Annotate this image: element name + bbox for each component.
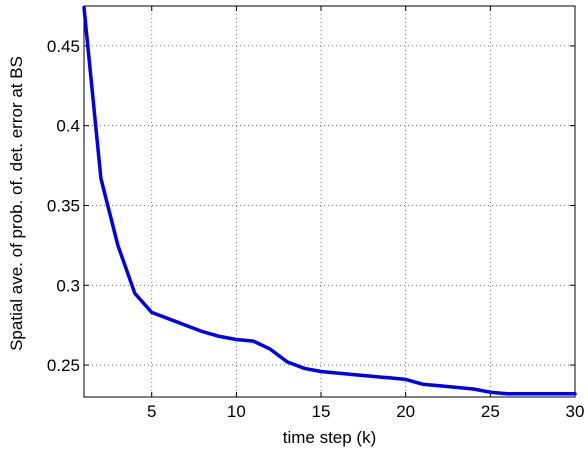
- y-tick-label: 0.3: [56, 276, 80, 295]
- y-tick-label: 0.35: [47, 196, 80, 215]
- x-axis-label: time step (k): [283, 428, 377, 447]
- grid-lines: [84, 6, 575, 397]
- x-tick-label: 15: [312, 402, 331, 421]
- x-tick-label: 30: [566, 402, 585, 421]
- x-tick-label: 10: [227, 402, 246, 421]
- series-line: [82, 5, 577, 396]
- y-tick-label: 0.4: [56, 117, 80, 136]
- x-tick-label: 25: [481, 402, 500, 421]
- x-tick-label: 5: [147, 402, 156, 421]
- x-tick-label: 20: [396, 402, 415, 421]
- plot-frame: [83, 5, 576, 398]
- y-tick-label: 0.25: [47, 356, 80, 375]
- y-tick-labels: 0.25 0.3 0.35 0.4 0.45: [47, 37, 80, 375]
- x-tick-labels: 5 10 15 20 25 30: [147, 402, 584, 421]
- y-tick-label: 0.45: [47, 37, 80, 56]
- y-axis-label: Spatial ave. of prob. of. det. error at …: [7, 56, 26, 351]
- axis-ticks: [84, 6, 576, 397]
